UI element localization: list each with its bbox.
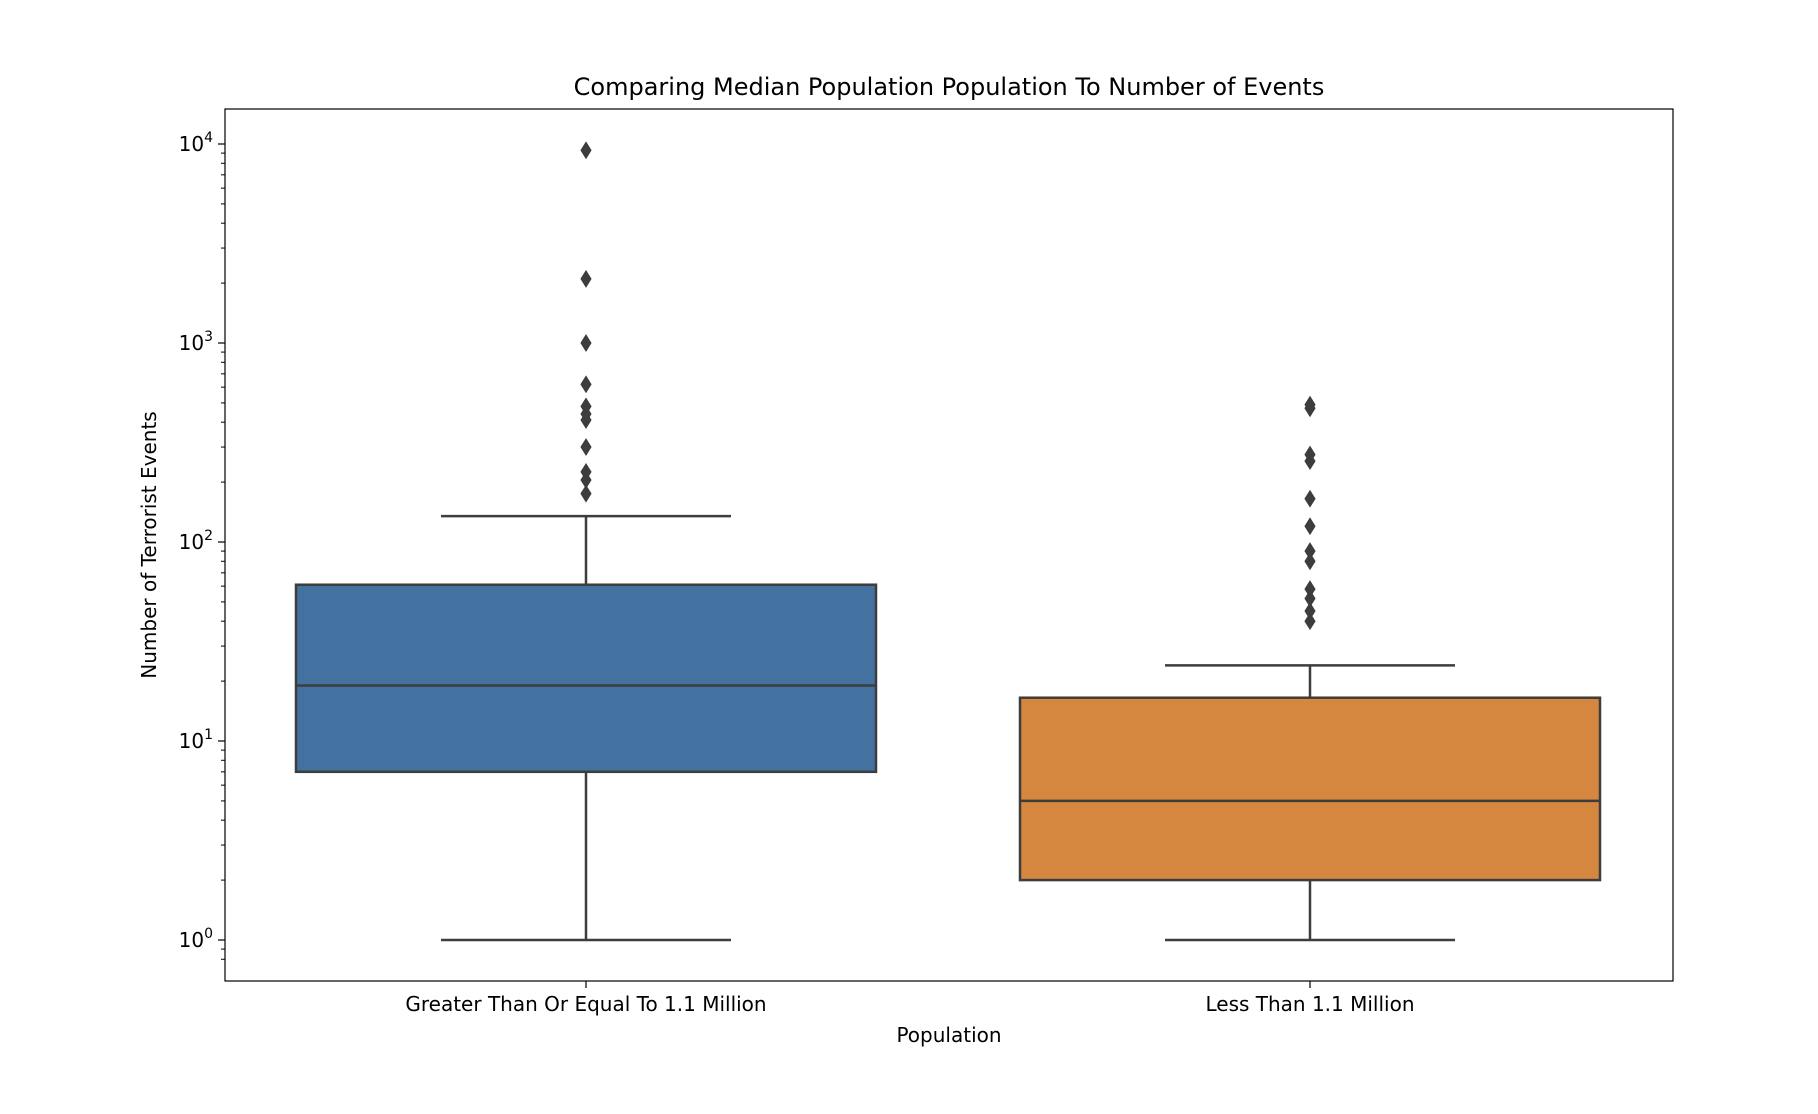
outlier-point — [1304, 542, 1316, 561]
outlier-point — [580, 397, 592, 416]
outlier-point — [580, 375, 592, 394]
outlier-point — [1304, 580, 1316, 599]
x-axis-label: Population — [896, 1023, 1001, 1047]
outlier-point — [1304, 517, 1316, 536]
chart-title: Comparing Median Population Population T… — [574, 73, 1325, 101]
outlier-point — [1304, 602, 1316, 620]
box-group — [294, 141, 878, 942]
y-tick-label: 104 — [179, 130, 213, 156]
y-axis-ticks: 100 101 102 103 104 — [179, 130, 225, 960]
outlier-point — [580, 462, 592, 481]
y-tick-label: 100 — [179, 926, 213, 952]
outlier-point — [1304, 489, 1316, 508]
axes-frame — [224, 108, 1674, 982]
outlier-point — [1304, 612, 1316, 631]
x-tick-label: Greater Than Or Equal To 1.1 Million — [405, 992, 766, 1016]
plot-area — [294, 141, 1602, 942]
outlier-point — [580, 438, 592, 456]
outlier-point — [580, 334, 592, 352]
outlier-point — [1304, 395, 1316, 414]
outlier-point — [580, 141, 592, 160]
x-axis-ticks: Greater Than Or Equal To 1.1 Million Less… — [405, 981, 1415, 1016]
x-tick-label: Less Than 1.1 Million — [1205, 992, 1414, 1016]
outlier-point — [1304, 445, 1316, 464]
outlier-point — [1304, 589, 1316, 608]
outlier-point — [580, 484, 592, 503]
box-group — [1018, 395, 1602, 942]
y-tick-label: 101 — [179, 727, 213, 753]
outlier-point — [1304, 552, 1316, 571]
outlier-point — [580, 269, 592, 288]
y-axis-label: Number of Terrorist Events — [137, 411, 161, 678]
iqr-box — [294, 583, 878, 774]
y-tick-label: 103 — [179, 329, 213, 355]
iqr-box — [1018, 696, 1602, 882]
y-tick-label: 102 — [179, 528, 213, 554]
